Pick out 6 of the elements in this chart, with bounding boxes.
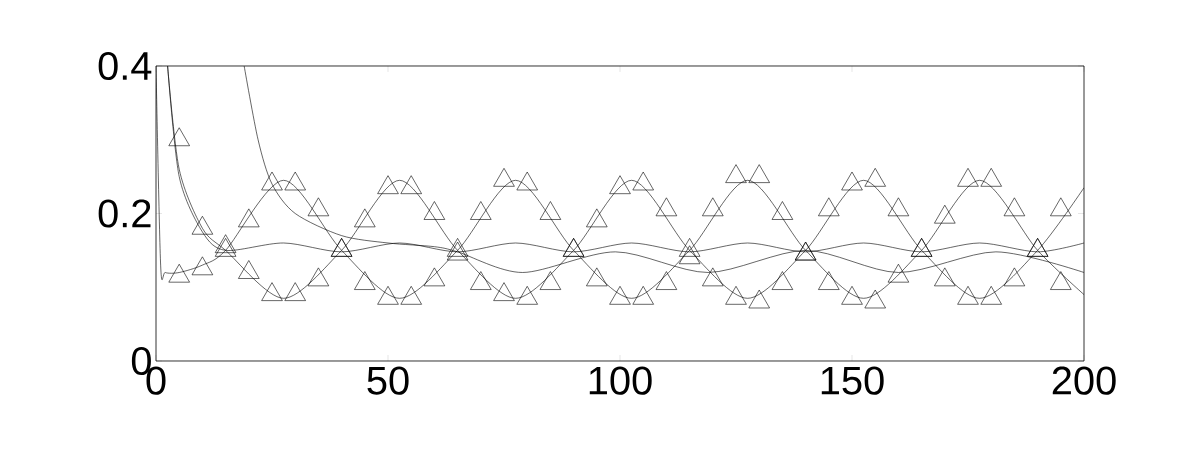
x-tick-label: 200 (1052, 366, 1116, 395)
y-tick-label: 0.2 (98, 199, 151, 228)
x-tick-label: 50 (367, 366, 409, 395)
y-tick-label: 0.4 (98, 51, 152, 81)
x-tick-label: 100 (589, 366, 652, 395)
x-tick-label: 150 (821, 366, 884, 395)
